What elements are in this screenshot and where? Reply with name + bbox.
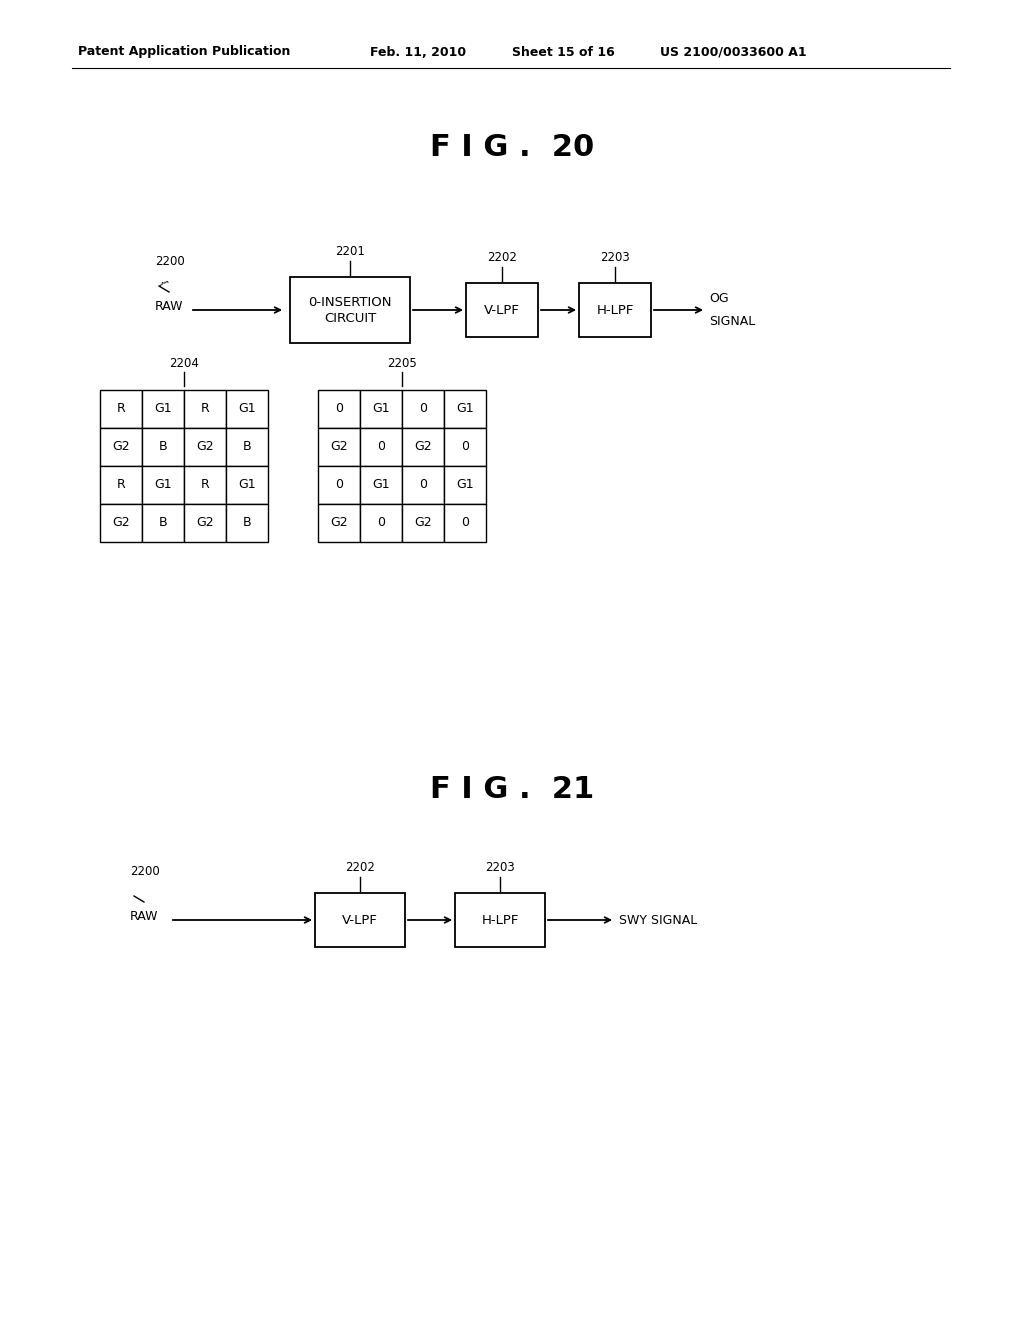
Text: SWY SIGNAL: SWY SIGNAL	[618, 913, 697, 927]
Bar	[226, 504, 268, 543]
Text: F I G .  20: F I G . 20	[430, 133, 594, 162]
Text: G1: G1	[239, 403, 256, 416]
Bar	[318, 466, 360, 504]
Bar	[444, 466, 486, 504]
Text: F I G .  21: F I G . 21	[430, 776, 594, 804]
Text: 0: 0	[419, 479, 427, 491]
Text: 2203: 2203	[600, 251, 630, 264]
Text: {: {	[157, 277, 169, 288]
Text: 2205: 2205	[387, 356, 417, 370]
Text: G1: G1	[372, 479, 390, 491]
Bar	[360, 466, 402, 504]
Text: G2: G2	[414, 516, 432, 529]
Bar	[142, 389, 184, 428]
Text: 0: 0	[335, 403, 343, 416]
Bar	[100, 466, 142, 504]
Text: G1: G1	[239, 479, 256, 491]
Text: RAW: RAW	[155, 300, 183, 313]
Text: V-LPF: V-LPF	[484, 304, 520, 317]
Text: 2200: 2200	[155, 255, 184, 268]
Bar	[142, 428, 184, 466]
Bar	[360, 504, 402, 543]
Bar	[360, 428, 402, 466]
Text: R: R	[201, 479, 209, 491]
Bar	[402, 389, 444, 428]
Text: G1: G1	[456, 479, 474, 491]
Text: G2: G2	[330, 516, 348, 529]
Text: 2203: 2203	[485, 861, 515, 874]
Bar	[290, 277, 410, 343]
Text: Patent Application Publication: Patent Application Publication	[78, 45, 291, 58]
Text: G2: G2	[113, 516, 130, 529]
Text: SIGNAL: SIGNAL	[709, 315, 756, 327]
Text: 0: 0	[461, 516, 469, 529]
Text: 0: 0	[377, 441, 385, 454]
Bar	[444, 428, 486, 466]
Bar	[226, 428, 268, 466]
Bar	[184, 504, 226, 543]
Text: V-LPF: V-LPF	[342, 913, 378, 927]
Text: Sheet 15 of 16: Sheet 15 of 16	[512, 45, 614, 58]
Text: B: B	[243, 516, 251, 529]
Bar	[402, 466, 444, 504]
Text: R: R	[117, 479, 125, 491]
Bar	[402, 428, 444, 466]
Bar	[318, 389, 360, 428]
Bar	[318, 428, 360, 466]
Bar	[315, 894, 406, 946]
Bar	[444, 389, 486, 428]
Text: US 2100/0033600 A1: US 2100/0033600 A1	[660, 45, 807, 58]
Text: 2202: 2202	[345, 861, 375, 874]
Text: 2202: 2202	[487, 251, 517, 264]
Bar	[100, 504, 142, 543]
Bar	[142, 466, 184, 504]
Text: Feb. 11, 2010: Feb. 11, 2010	[370, 45, 466, 58]
Text: R: R	[201, 403, 209, 416]
Text: RAW: RAW	[130, 909, 159, 923]
Bar	[100, 389, 142, 428]
Text: 0-INSERTION
CIRCUIT: 0-INSERTION CIRCUIT	[308, 296, 392, 325]
Bar	[318, 504, 360, 543]
Text: 0: 0	[419, 403, 427, 416]
Text: R: R	[117, 403, 125, 416]
Text: 2201: 2201	[335, 246, 365, 257]
Text: B: B	[243, 441, 251, 454]
Text: G1: G1	[155, 403, 172, 416]
Text: 0: 0	[377, 516, 385, 529]
Text: G1: G1	[155, 479, 172, 491]
Text: 0: 0	[335, 479, 343, 491]
Text: B: B	[159, 441, 167, 454]
Bar	[100, 428, 142, 466]
Bar	[226, 389, 268, 428]
Text: OG: OG	[709, 292, 729, 305]
Bar	[226, 466, 268, 504]
Text: G2: G2	[330, 441, 348, 454]
Bar	[184, 389, 226, 428]
Bar	[466, 282, 538, 337]
Text: G2: G2	[113, 441, 130, 454]
Bar	[579, 282, 651, 337]
Text: 2200: 2200	[130, 865, 160, 878]
Text: G2: G2	[197, 516, 214, 529]
Bar	[184, 428, 226, 466]
Bar	[142, 504, 184, 543]
Text: 2204: 2204	[169, 356, 199, 370]
Text: G2: G2	[197, 441, 214, 454]
Text: G1: G1	[456, 403, 474, 416]
Bar	[184, 466, 226, 504]
Bar	[455, 894, 545, 946]
Bar	[360, 389, 402, 428]
Bar	[444, 504, 486, 543]
Text: H-LPF: H-LPF	[481, 913, 519, 927]
Text: G2: G2	[414, 441, 432, 454]
Text: 0: 0	[461, 441, 469, 454]
Text: H-LPF: H-LPF	[596, 304, 634, 317]
Text: G1: G1	[372, 403, 390, 416]
Bar	[402, 504, 444, 543]
Text: B: B	[159, 516, 167, 529]
